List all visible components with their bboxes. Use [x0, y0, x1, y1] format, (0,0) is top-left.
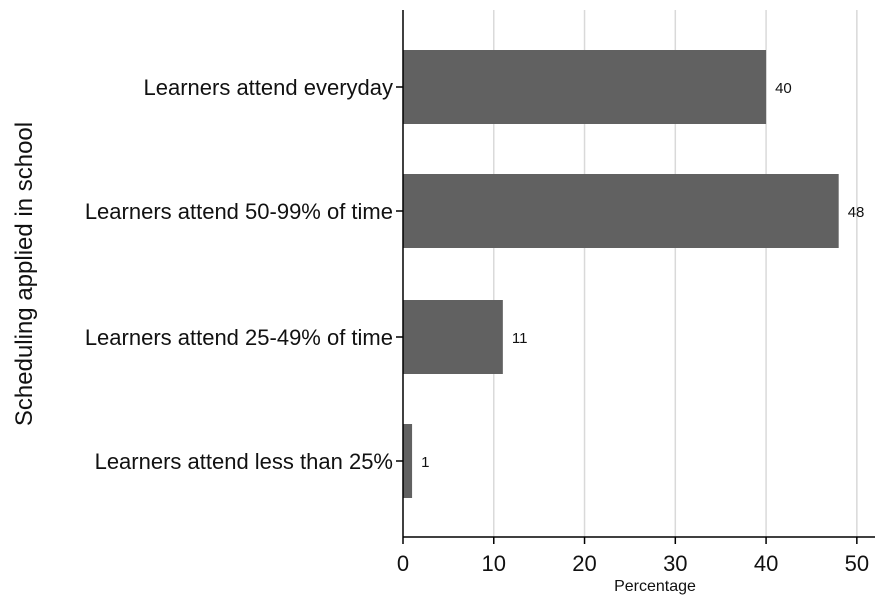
bar	[403, 300, 503, 374]
x-axis-title: Percentage	[614, 578, 696, 595]
category-label: Learners attend 50-99% of time	[85, 199, 393, 224]
y-axis-title: Scheduling applied in school	[11, 122, 38, 426]
x-tick-label: 50	[845, 551, 869, 576]
data-label: 48	[848, 204, 865, 221]
category-label: Learners attend everyday	[144, 75, 394, 100]
x-tick-label: 0	[397, 551, 409, 576]
x-tick-label: 20	[572, 551, 596, 576]
x-tick-label: 30	[663, 551, 687, 576]
x-tick-label: 40	[754, 551, 778, 576]
category-label: Learners attend less than 25%	[95, 449, 393, 474]
data-label: 1	[421, 454, 429, 471]
bars	[403, 50, 839, 498]
data-label: 11	[512, 330, 528, 347]
bar	[403, 424, 413, 498]
data-label: 40	[775, 80, 792, 97]
bar	[403, 174, 839, 248]
labels: 0 10 20 30 40 50 Learners attend everyday 40 Lea…	[85, 75, 869, 576]
axes	[402, 10, 875, 538]
bar	[403, 50, 767, 124]
category-label: Learners attend 25-49% of time	[85, 325, 393, 350]
x-tick-label: 10	[482, 551, 506, 576]
